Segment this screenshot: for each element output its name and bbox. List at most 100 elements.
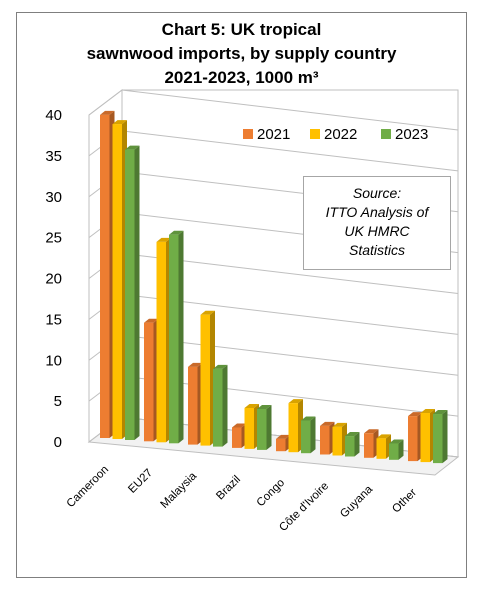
bar-guyana-2023: [389, 439, 404, 460]
legend-item-2022: 2022: [310, 126, 357, 143]
bar-front: [188, 366, 198, 445]
bar-top: [389, 439, 404, 444]
category-label-other: Other: [390, 487, 419, 516]
bar-front: [112, 124, 122, 439]
bar-top: [288, 399, 303, 404]
bar-other-2023: [433, 410, 448, 464]
source-line-1: Source:: [352, 185, 402, 201]
y-tick-label-35: 35: [45, 148, 62, 165]
y-tick-label-40: 40: [45, 107, 62, 124]
source-annotation: Source: ITTO Analysis of UK HMRC Statist…: [303, 176, 451, 270]
bar-c-te-d-ivoire-2021: [320, 421, 335, 455]
bar-side: [222, 364, 228, 447]
bar-side: [266, 405, 272, 450]
legend-item-2021: 2021: [243, 126, 290, 143]
bar-side: [178, 230, 184, 444]
bar-other-2022: [420, 409, 435, 463]
legend-label-2023: 2023: [395, 126, 428, 143]
legend: 2021 2022 2023: [243, 126, 428, 143]
category-label-brazil: Brazil: [214, 474, 243, 503]
bar-top: [125, 145, 140, 150]
bar-front: [156, 241, 166, 443]
bar-front: [364, 433, 374, 458]
category-label-c-te-d-ivoire: Côte d'Ivoire: [277, 480, 331, 534]
bar-c-te-d-ivoire-2022: [332, 422, 347, 456]
bar-brazil-2022: [244, 404, 259, 449]
bar-front: [276, 438, 286, 452]
y-tick-label-15: 15: [45, 311, 62, 328]
bar-front: [408, 416, 418, 462]
bar-top: [200, 310, 215, 315]
category-label-eu27: EU27: [126, 467, 155, 496]
bar-c-te-d-ivoire-2023: [345, 432, 360, 457]
legend-swatch-2021: [243, 129, 253, 139]
legend-swatch-2022: [310, 129, 320, 139]
legend-item-2023: 2023: [381, 126, 428, 143]
bar-top: [320, 421, 335, 426]
bar-congo-2023: [301, 416, 316, 454]
bar-malaysia-2023: [213, 364, 228, 447]
bar-side: [354, 432, 360, 457]
category-label-cameroon: Cameroon: [65, 464, 111, 510]
bar-congo-2022: [288, 399, 303, 453]
bar-malaysia-2021: [188, 362, 203, 445]
bar-top: [100, 110, 115, 115]
bar-front: [244, 408, 254, 449]
bar-guyana-2021: [364, 429, 379, 458]
bar-top: [244, 404, 259, 408]
legend-swatch-2023: [381, 129, 391, 139]
bar-side: [398, 439, 404, 460]
bar-top: [276, 434, 291, 439]
gridline-side-40: [88, 89, 123, 116]
bar-brazil-2021: [232, 423, 247, 448]
bar-top: [332, 422, 347, 427]
bar-top: [408, 412, 423, 417]
bar-cameroon-2021: [100, 110, 115, 438]
bar-front: [345, 436, 355, 457]
bar-top: [376, 434, 391, 439]
chart-title: Chart 5: UK tropical sawnwood imports, b…: [16, 18, 467, 90]
y-tick-label-10: 10: [45, 352, 62, 369]
bars: [100, 110, 448, 464]
bar-front: [125, 149, 135, 441]
bar-front: [389, 443, 399, 460]
category-label-guyana: Guyana: [338, 483, 375, 520]
source-line-4: Statistics: [348, 242, 405, 258]
chart-title-line-3: 2021-2023, 1000 m³: [164, 68, 319, 87]
gridline-35: [121, 130, 459, 172]
source-line-3: UK HMRC: [344, 223, 410, 239]
y-tick-label-0: 0: [54, 434, 62, 451]
bar-front: [301, 420, 311, 454]
y-tick-label-30: 30: [45, 189, 62, 206]
bar-top: [420, 409, 435, 414]
bar-front: [232, 427, 242, 448]
bar-front: [420, 413, 430, 463]
bar-top: [433, 410, 448, 415]
bar-side: [310, 416, 316, 454]
y-tick-label-25: 25: [45, 230, 62, 247]
bar-top: [213, 364, 228, 369]
bar-front: [169, 234, 179, 444]
gridline-40: [121, 89, 459, 131]
bar-top: [144, 318, 159, 323]
chart-title-line-1: Chart 5: UK tropical: [161, 20, 322, 39]
bar-top: [156, 237, 171, 242]
bar-front: [332, 426, 342, 456]
bar-top: [257, 405, 272, 409]
bar-top: [169, 230, 184, 235]
bar-front: [100, 114, 110, 438]
bar-top: [188, 362, 203, 367]
bar-front: [288, 403, 298, 453]
bar-other-2021: [408, 412, 423, 462]
bar-side: [442, 410, 448, 464]
bar-front: [320, 425, 330, 455]
legend-label-2022: 2022: [324, 126, 357, 143]
bar-front: [213, 368, 223, 447]
bar-cameroon-2023: [125, 145, 140, 441]
bar-front: [144, 322, 154, 442]
bar-side: [134, 145, 140, 441]
bar-malaysia-2022: [200, 310, 215, 446]
bar-congo-2021: [276, 434, 291, 452]
